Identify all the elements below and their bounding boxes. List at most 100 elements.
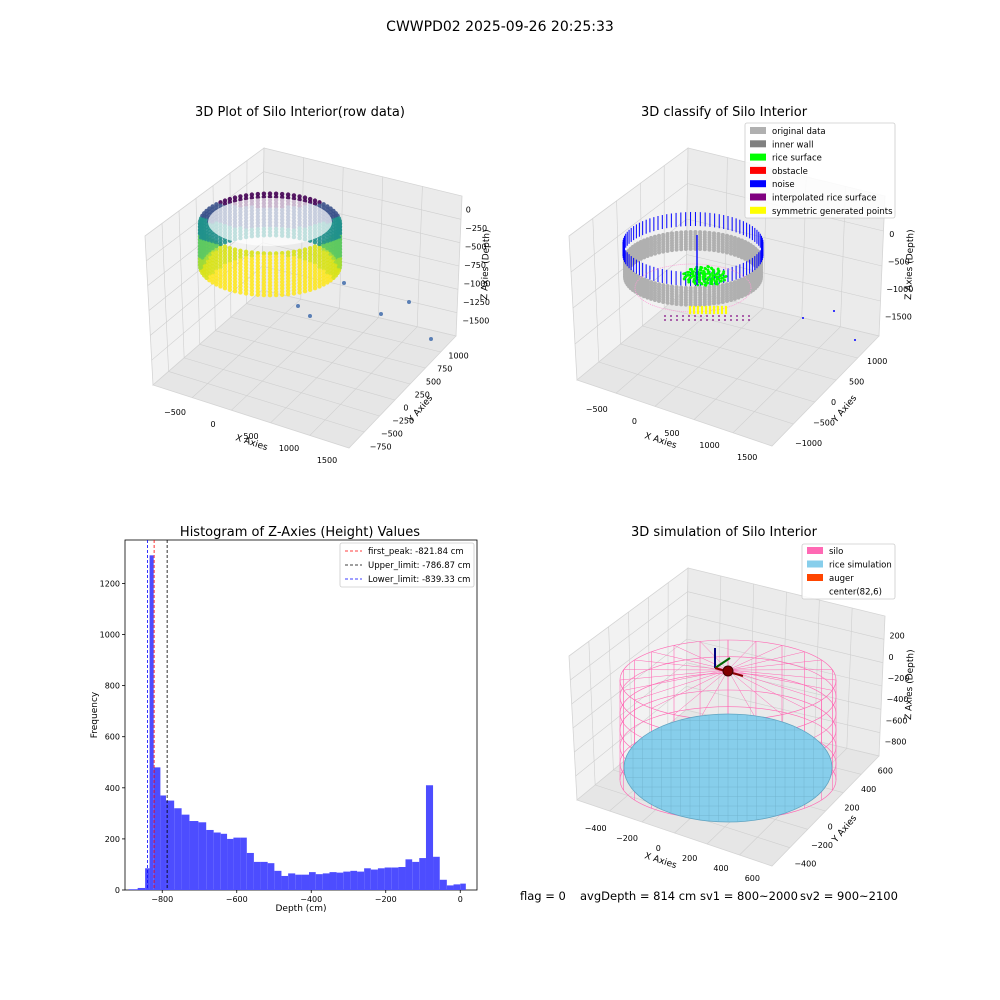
data-point bbox=[210, 236, 215, 241]
data-point bbox=[214, 202, 219, 207]
gridline bbox=[642, 325, 837, 381]
data-point bbox=[238, 254, 243, 260]
histogram-bar bbox=[419, 858, 426, 890]
original-point bbox=[702, 302, 707, 307]
tick-label: 200 bbox=[682, 854, 697, 863]
tick-label: 600 bbox=[878, 766, 893, 775]
rice-surface-point bbox=[718, 274, 722, 278]
interpolated-point bbox=[718, 315, 720, 317]
data-point bbox=[255, 254, 261, 259]
data-point bbox=[307, 249, 313, 254]
data-point bbox=[222, 198, 228, 203]
data-point bbox=[302, 269, 308, 275]
histogram-bar bbox=[377, 868, 385, 890]
legend-swatch bbox=[750, 193, 766, 201]
data-point bbox=[302, 263, 308, 268]
data-point bbox=[291, 252, 297, 258]
data-point bbox=[227, 281, 233, 286]
data-point bbox=[261, 286, 267, 291]
data-point bbox=[312, 240, 318, 245]
data-point bbox=[261, 264, 267, 269]
histogram-x-ticks: −800 −600 −400 −200 0 bbox=[151, 890, 463, 904]
original-point bbox=[688, 246, 693, 251]
data-point bbox=[321, 247, 326, 252]
tick-label: −750 bbox=[464, 261, 486, 270]
data-point bbox=[243, 291, 249, 296]
interpolated-point bbox=[712, 319, 714, 321]
tick-label: 0 bbox=[210, 420, 215, 429]
data-point bbox=[297, 286, 302, 292]
data-point bbox=[312, 250, 318, 256]
data-point bbox=[267, 267, 273, 272]
silo-roof-line bbox=[727, 651, 805, 671]
auger-center bbox=[722, 665, 734, 677]
histogram-bar bbox=[439, 879, 447, 890]
silo-roof-line bbox=[727, 641, 757, 671]
original-point bbox=[698, 302, 703, 307]
interpolated-point bbox=[718, 319, 720, 321]
rice-surface-point bbox=[715, 272, 719, 276]
symmetric-point bbox=[704, 307, 708, 311]
data-point bbox=[273, 273, 279, 279]
symmetric-point bbox=[716, 305, 720, 309]
histogram-bar bbox=[336, 872, 344, 890]
histogram-bar bbox=[425, 785, 434, 890]
y-tick-label: 800 bbox=[105, 682, 120, 691]
data-point bbox=[227, 265, 233, 270]
data-point bbox=[222, 253, 228, 259]
data-point bbox=[249, 253, 255, 258]
histogram-bar bbox=[220, 833, 228, 890]
data-point bbox=[321, 266, 326, 271]
gridline bbox=[687, 591, 885, 640]
interpolated-point bbox=[682, 315, 684, 317]
rice-surface-point bbox=[721, 272, 725, 276]
original-point bbox=[661, 249, 666, 254]
rice-surface-point bbox=[709, 282, 713, 285]
data-point bbox=[218, 271, 223, 276]
original-point bbox=[729, 251, 734, 256]
rice-surface-point bbox=[691, 272, 695, 276]
data-point bbox=[317, 281, 322, 286]
data-point bbox=[302, 266, 308, 271]
histogram-xlabel: Depth (cm) bbox=[275, 904, 326, 914]
symmetric-point bbox=[708, 305, 712, 309]
x-tick-label: −400 bbox=[300, 895, 322, 904]
data-point bbox=[249, 250, 255, 255]
data-point bbox=[307, 252, 313, 257]
panel1-y-ticks: 1000 750 500 250 0 −250 −500 −750 bbox=[370, 352, 469, 452]
data-point bbox=[232, 247, 238, 252]
data-point bbox=[222, 263, 228, 268]
tick-label: 500 bbox=[849, 378, 864, 387]
histogram-bar bbox=[206, 829, 214, 890]
tick-label: −800 bbox=[885, 737, 907, 746]
rice-surface-point bbox=[698, 275, 702, 279]
interpolated-point bbox=[742, 319, 744, 321]
data-point bbox=[297, 280, 302, 285]
rice-surface-point bbox=[710, 267, 714, 271]
gridline bbox=[572, 638, 688, 729]
data-point bbox=[279, 289, 285, 294]
histogram-bar bbox=[322, 873, 330, 890]
gridline bbox=[570, 183, 688, 273]
symmetric-point bbox=[700, 309, 704, 313]
y-tick-label: 400 bbox=[105, 784, 120, 793]
data-point bbox=[214, 272, 219, 278]
data-point bbox=[210, 232, 215, 238]
data-point bbox=[255, 263, 261, 269]
original-point bbox=[725, 299, 729, 304]
gridline bbox=[151, 266, 263, 361]
data-point bbox=[307, 281, 313, 286]
data-point bbox=[312, 253, 318, 259]
symmetric-point bbox=[700, 307, 704, 311]
data-point bbox=[302, 260, 308, 265]
data-point bbox=[302, 247, 308, 252]
data-point bbox=[317, 274, 322, 280]
data-point bbox=[285, 285, 291, 290]
data-point bbox=[218, 265, 223, 270]
rice-surface-point bbox=[720, 276, 723, 280]
data-point bbox=[249, 192, 255, 197]
symmetric-point bbox=[708, 311, 712, 315]
data-point bbox=[307, 265, 313, 270]
outlier-point bbox=[407, 300, 411, 304]
tick-label: 400 bbox=[713, 864, 728, 873]
